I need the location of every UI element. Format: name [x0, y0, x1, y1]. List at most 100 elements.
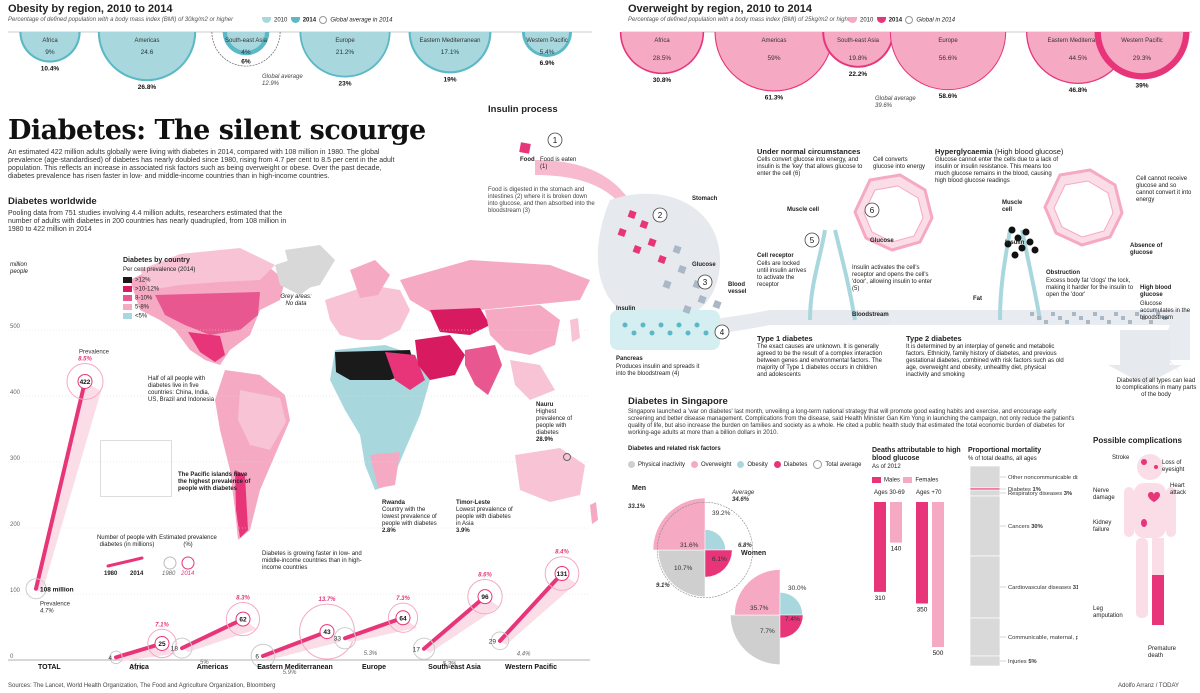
ytick-label: 200 — [10, 522, 21, 528]
risk-legend-label: Total average — [825, 462, 862, 469]
map-india — [465, 345, 502, 395]
region-band — [263, 631, 341, 661]
map-russia — [400, 260, 590, 312]
step-circle — [864, 202, 880, 218]
deaths-bar-value: 310 — [875, 595, 886, 602]
region-band — [182, 619, 257, 653]
timor-value: 3.9% — [456, 528, 470, 534]
fat-dot — [1022, 228, 1030, 236]
region-prev-2014: 8.3% — [236, 595, 250, 601]
men-avg-ring — [656, 501, 754, 599]
region-prev-2014-circle — [387, 602, 419, 633]
ow-legend-global-swatch — [905, 16, 914, 24]
total-line — [34, 379, 87, 591]
region-line — [180, 617, 245, 651]
step2-text: Food is digested in the stomach and inte… — [488, 187, 595, 214]
body-figure — [1124, 454, 1176, 625]
men-overweight-value: 39.2% — [712, 510, 731, 517]
mort-label: Cardiovascular diseases 31% — [1008, 585, 1078, 591]
region-prev-2014-circle — [147, 628, 177, 659]
cell-cannot: Cell cannot receive glucose and so canno… — [1136, 176, 1192, 203]
blood-glucose-cube — [1142, 316, 1146, 320]
cell-receptor-stem — [808, 229, 827, 321]
region-prev-1980: 4.4% — [517, 652, 531, 658]
females-label: Females — [915, 477, 939, 484]
obesity-subtitle: Percentage of defined population with a … — [8, 17, 234, 23]
region-name: Western Pacific — [505, 664, 557, 671]
nauru-text: Highest prevalence of people with diabet… — [536, 409, 573, 436]
nerve-label: Nerve damage — [1093, 488, 1115, 501]
leg-label: Leg amputation — [1093, 606, 1123, 619]
high-income-note: Diabetes is growing faster in low- and m… — [262, 551, 362, 571]
map-legend: >12% >10-12% 8-10% 5-8% <5% — [123, 277, 159, 322]
grey-note: Grey areas: No data — [280, 294, 312, 307]
type2-text: It is determined by an interplay of gene… — [906, 344, 1064, 378]
region-name: Americas — [197, 664, 229, 671]
map-grey-area — [275, 255, 320, 295]
deaths-chart: 310 140 350 500 — [874, 502, 944, 657]
insulin-label: Insulin — [616, 306, 636, 312]
ytick-label: 500 — [10, 324, 21, 330]
region-2014-value: 25 — [158, 641, 166, 648]
region-prev-2014-circle — [299, 603, 355, 660]
region-prev-1980: 5.3% — [443, 661, 457, 667]
body-torso — [1134, 483, 1166, 538]
obstruction-text: Excess body fat 'clogs' the lock, making… — [1046, 278, 1134, 298]
map-europe — [325, 285, 410, 340]
type1-text: The exact causes are unknown. It is gene… — [757, 344, 883, 378]
blood-glucose-cube — [1107, 320, 1111, 324]
fat-dot — [1011, 251, 1019, 259]
blood-glucose-cube — [1135, 312, 1139, 316]
women-obesity-value: 7.4% — [785, 616, 800, 623]
food-icon — [519, 142, 531, 154]
region-band — [424, 596, 499, 653]
deaths-bar-3 — [932, 502, 944, 647]
insulin-dot — [703, 330, 709, 336]
mort-bar-5 — [969, 617, 1001, 657]
body-leg-right-top — [1152, 538, 1164, 575]
timor-note: Timor-Leste Lowest prevalence of people … — [456, 500, 516, 535]
region-prev-2014-circle — [467, 578, 503, 615]
stroke-label: Stroke — [1112, 455, 1130, 461]
step-number: 1 — [553, 136, 558, 145]
insulin-diagram: 1 2 3 4 5 6 — [535, 132, 1190, 385]
complications-lead: Diabetes of all types can lead to compli… — [1115, 378, 1197, 398]
fat-dot — [1014, 234, 1022, 242]
risk-title: Diabetes and related risk factors — [628, 446, 721, 452]
overweight-region-name: Americas — [761, 38, 786, 44]
obesity-value-2014: 6.9% — [540, 60, 555, 67]
risk-legend-item: Diabetes — [773, 461, 807, 468]
overweight-subtitle: Percentage of defined population with a … — [628, 17, 854, 23]
legend-2010-label: 2010 — [274, 17, 288, 24]
worldwide-text: Pooling data from 751 studies involving … — [8, 210, 287, 233]
diabetes-chart: 500 400 300 200 100 0 422 108 million Prevalence… — [8, 324, 590, 676]
hyper-title-sub: (High blood glucose) — [994, 147, 1064, 156]
total-prev-1980: 4.7% — [40, 609, 54, 615]
region-prev-1980: 5% — [200, 660, 209, 666]
map-mexico — [188, 332, 225, 362]
ow-legend-2010-swatch — [848, 17, 857, 23]
overweight-2010-3 — [890, 32, 1006, 90]
obesity-value-2014: 10.4% — [41, 66, 60, 73]
glucose-cube — [682, 305, 692, 314]
map-legend-item: >10-12% — [123, 286, 159, 295]
region-line — [114, 641, 164, 660]
map-scandinavia — [350, 260, 390, 298]
region-line — [498, 571, 564, 643]
glucose-cube — [632, 245, 642, 254]
map-legend-swatch — [123, 295, 132, 301]
map-china — [485, 305, 560, 355]
nauru-note: Nauru Highest prevalence of people with … — [536, 402, 586, 444]
stomach-label: Stomach — [692, 196, 718, 202]
legend-global-label: Global average in 2014 — [330, 17, 393, 24]
cell-receptor-stem-2 — [833, 229, 857, 321]
overweight-region-name: Africa — [654, 38, 670, 44]
chart-legend-prev: Estimated prevalence (%) — [159, 535, 217, 548]
mort-sub: % of total deaths, all ages — [968, 456, 1037, 462]
legend-prev-2014: 2014 — [181, 571, 195, 577]
region-2014-value: 43 — [323, 629, 331, 636]
total-band — [36, 381, 101, 593]
map-chile — [235, 470, 248, 538]
obesity-2010-2 — [227, 32, 265, 51]
risk-legend-item: Physical inactivity — [628, 461, 685, 468]
